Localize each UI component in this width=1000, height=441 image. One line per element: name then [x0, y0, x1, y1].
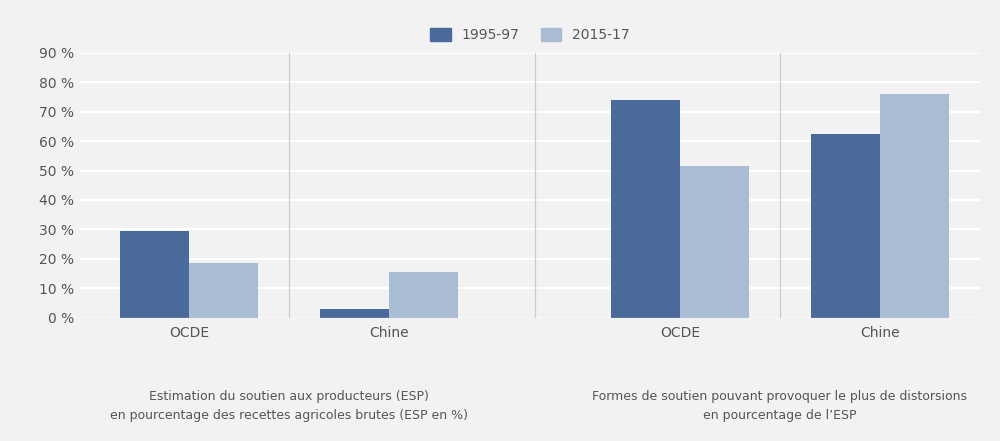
Bar [120, 231, 189, 318]
Bar [880, 94, 949, 318]
Bar [680, 166, 749, 318]
Bar [811, 134, 880, 318]
Text: Estimation du soutien aux producteurs (ESP)
en pourcentage des recettes agricole: Estimation du soutien aux producteurs (E… [110, 390, 468, 422]
Legend: 1995-97, 2015-17: 1995-97, 2015-17 [430, 28, 630, 42]
Bar [389, 272, 458, 318]
Bar [189, 263, 258, 318]
Bar [611, 100, 680, 318]
Text: Formes de soutien pouvant provoquer le plus de distorsions
en pourcentage de l’E: Formes de soutien pouvant provoquer le p… [592, 390, 968, 422]
Bar [320, 309, 389, 318]
